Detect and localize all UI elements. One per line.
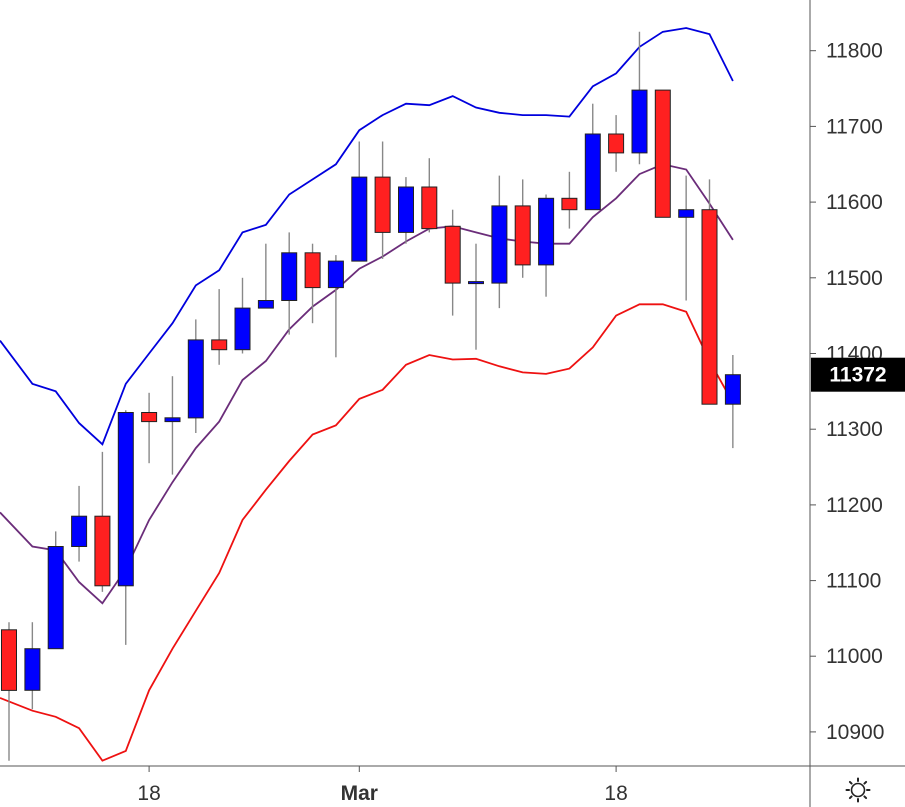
candle-body-down bbox=[1, 629, 17, 691]
candle-body-down bbox=[608, 133, 625, 154]
candle[interactable] bbox=[71, 485, 88, 562]
candle[interactable] bbox=[234, 277, 251, 354]
lower-band-line bbox=[0, 303, 734, 762]
candle[interactable] bbox=[187, 319, 204, 433]
candle-body-down bbox=[421, 186, 438, 230]
candle-body-down bbox=[561, 197, 578, 211]
price-tick-label: 11200 bbox=[826, 494, 883, 517]
candle-body-down bbox=[94, 515, 111, 587]
candle[interactable] bbox=[24, 622, 41, 710]
price-tick-label: 11100 bbox=[826, 570, 881, 593]
candle-body-down bbox=[141, 412, 158, 423]
candle-body-up bbox=[71, 515, 88, 548]
time-tick-label: 18 bbox=[137, 782, 160, 805]
candle[interactable] bbox=[444, 209, 461, 316]
candle[interactable] bbox=[608, 115, 625, 172]
candle-body-up bbox=[47, 546, 64, 650]
candle[interactable] bbox=[141, 392, 158, 464]
candle-body-up bbox=[164, 417, 181, 423]
candle-body-down bbox=[444, 225, 461, 284]
time-tick-label: Mar bbox=[341, 782, 378, 805]
candle[interactable] bbox=[94, 451, 111, 592]
candle[interactable] bbox=[678, 175, 695, 301]
candle-body-up bbox=[678, 209, 695, 218]
candle[interactable] bbox=[211, 289, 228, 365]
candle-body-up bbox=[398, 186, 414, 233]
candle[interactable] bbox=[351, 141, 368, 262]
candle[interactable] bbox=[421, 158, 438, 233]
candle-body-up bbox=[351, 176, 368, 262]
candle-body-up bbox=[187, 339, 204, 419]
candle[interactable] bbox=[304, 243, 321, 324]
candle[interactable] bbox=[724, 355, 741, 449]
candles bbox=[1, 31, 741, 761]
candle-body-down bbox=[304, 252, 321, 289]
candle-body-up bbox=[724, 374, 741, 405]
candle[interactable] bbox=[374, 141, 391, 259]
upper-band-line bbox=[0, 27, 734, 446]
price-tick-label: 10900 bbox=[826, 721, 884, 744]
candle[interactable] bbox=[631, 31, 648, 165]
price-tick-label: 11700 bbox=[826, 115, 883, 138]
candle[interactable] bbox=[654, 89, 671, 218]
candle[interactable] bbox=[584, 103, 601, 211]
candle[interactable] bbox=[561, 171, 578, 229]
candle-body-up bbox=[468, 281, 484, 285]
current-price-label: 11372 bbox=[829, 364, 886, 387]
gear-icon-teeth bbox=[845, 777, 871, 803]
candle[interactable] bbox=[491, 175, 508, 309]
candle[interactable] bbox=[398, 177, 414, 244]
candle[interactable] bbox=[701, 179, 718, 405]
candle-body-down bbox=[701, 209, 718, 405]
candle[interactable] bbox=[257, 243, 274, 309]
candle[interactable] bbox=[538, 194, 555, 297]
candle-body-up bbox=[117, 412, 134, 587]
time-tick-label: 18 bbox=[604, 782, 627, 805]
candle-body-up bbox=[631, 89, 648, 154]
gear-icon-ring bbox=[850, 782, 866, 798]
current-price-tag-background bbox=[811, 357, 905, 392]
candle-body-up bbox=[491, 205, 508, 284]
candle[interactable] bbox=[1, 622, 17, 761]
candle-body-up bbox=[257, 300, 274, 309]
candle[interactable] bbox=[117, 410, 134, 645]
candle-body-up bbox=[24, 648, 41, 691]
candle-body-up bbox=[281, 252, 298, 302]
price-tick-label: 11600 bbox=[826, 191, 883, 214]
candle-body-down bbox=[514, 205, 531, 266]
candle-body-down bbox=[211, 339, 228, 351]
candle[interactable] bbox=[281, 232, 298, 335]
current-price-tag: 11372 bbox=[811, 357, 905, 392]
gear-icon[interactable] bbox=[845, 777, 871, 803]
candle-body-down bbox=[374, 176, 391, 233]
candle[interactable] bbox=[164, 376, 181, 475]
candle[interactable] bbox=[468, 243, 484, 350]
candle-body-up bbox=[234, 307, 251, 351]
candle[interactable] bbox=[327, 255, 344, 358]
price-tick-label: 11800 bbox=[826, 40, 883, 63]
candle-body-up bbox=[584, 133, 601, 211]
price-tick-label: 11000 bbox=[826, 645, 883, 668]
price-tick-label: 11300 bbox=[826, 418, 883, 441]
candle-body-down bbox=[654, 89, 671, 218]
candle-body-up bbox=[327, 260, 344, 289]
candle[interactable] bbox=[514, 179, 531, 278]
price-tick-label: 11500 bbox=[826, 267, 883, 290]
candle-body-up bbox=[538, 197, 555, 266]
candle[interactable] bbox=[47, 531, 64, 650]
time-axis[interactable]: 18 Mar 18 bbox=[0, 765, 905, 805]
